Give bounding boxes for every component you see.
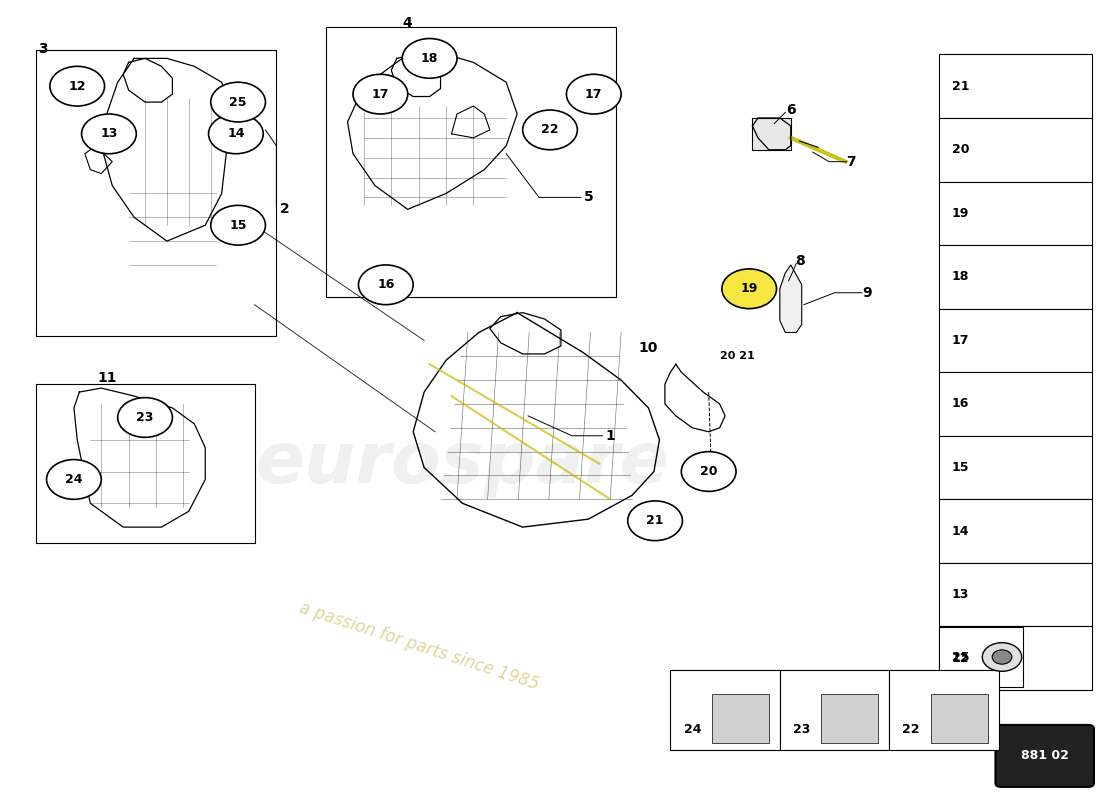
Bar <box>35 50 276 337</box>
Text: 12: 12 <box>68 80 86 93</box>
Text: 22: 22 <box>902 723 920 736</box>
Bar <box>780 670 889 750</box>
Circle shape <box>628 501 682 541</box>
Bar <box>889 670 999 750</box>
Text: 17: 17 <box>372 88 389 101</box>
Text: 21: 21 <box>647 514 663 527</box>
Circle shape <box>118 398 173 438</box>
Circle shape <box>81 114 136 154</box>
Text: 1: 1 <box>605 429 615 442</box>
Bar <box>938 563 1091 626</box>
Text: 25: 25 <box>229 95 246 109</box>
Text: 5: 5 <box>583 190 593 205</box>
Text: 12: 12 <box>952 652 969 665</box>
Text: 2: 2 <box>280 202 290 216</box>
Bar <box>938 309 1091 372</box>
Text: 11: 11 <box>97 370 117 385</box>
Bar <box>938 245 1091 309</box>
Text: 7: 7 <box>846 154 856 169</box>
Text: 23: 23 <box>136 411 154 424</box>
Bar <box>938 182 1091 245</box>
Text: 16: 16 <box>377 278 395 291</box>
Text: 6: 6 <box>786 103 795 117</box>
FancyBboxPatch shape <box>996 725 1093 787</box>
Bar <box>670 670 780 750</box>
Circle shape <box>211 82 265 122</box>
Text: 3: 3 <box>39 42 48 56</box>
Text: 17: 17 <box>952 334 969 347</box>
Text: 15: 15 <box>952 461 969 474</box>
Text: 25: 25 <box>952 650 969 663</box>
Text: 18: 18 <box>952 270 969 283</box>
Circle shape <box>209 114 263 154</box>
Circle shape <box>353 74 408 114</box>
Circle shape <box>211 206 265 245</box>
Text: 13: 13 <box>100 127 118 140</box>
Circle shape <box>681 452 736 491</box>
Bar <box>931 694 988 743</box>
Text: 9: 9 <box>862 286 872 300</box>
Circle shape <box>403 38 456 78</box>
Circle shape <box>522 110 578 150</box>
Text: 22: 22 <box>541 123 559 136</box>
Text: 14: 14 <box>952 525 969 538</box>
Polygon shape <box>780 265 802 333</box>
Bar <box>938 626 1091 690</box>
Bar <box>938 499 1091 563</box>
Circle shape <box>50 66 104 106</box>
Text: 20: 20 <box>700 465 717 478</box>
Text: 19: 19 <box>740 282 758 295</box>
Circle shape <box>992 650 1012 664</box>
Bar <box>35 384 254 543</box>
Bar <box>938 118 1091 182</box>
Text: 20 21: 20 21 <box>719 351 755 362</box>
Circle shape <box>722 269 777 309</box>
Circle shape <box>566 74 621 114</box>
Text: 17: 17 <box>585 88 603 101</box>
Text: 16: 16 <box>952 398 969 410</box>
Circle shape <box>982 642 1022 671</box>
Bar <box>326 26 616 297</box>
Text: 24: 24 <box>65 473 82 486</box>
Bar <box>752 118 791 150</box>
Text: eurospare: eurospare <box>255 429 669 498</box>
Text: 18: 18 <box>421 52 438 65</box>
Bar <box>938 372 1091 436</box>
Text: 881 02: 881 02 <box>1021 750 1068 762</box>
Bar <box>712 694 769 743</box>
Circle shape <box>359 265 414 305</box>
Text: 21: 21 <box>952 80 969 93</box>
Text: a passion for parts since 1985: a passion for parts since 1985 <box>297 599 541 694</box>
Bar <box>938 627 1023 686</box>
Text: 15: 15 <box>229 218 246 232</box>
Circle shape <box>46 459 101 499</box>
Bar <box>822 694 878 743</box>
Text: 10: 10 <box>639 342 658 355</box>
Text: 20: 20 <box>952 143 969 156</box>
Text: 13: 13 <box>952 588 969 601</box>
Text: 4: 4 <box>403 16 412 30</box>
Text: 14: 14 <box>227 127 244 140</box>
Bar <box>938 54 1091 118</box>
Text: 24: 24 <box>683 723 701 736</box>
Text: 19: 19 <box>952 207 969 220</box>
Bar <box>938 436 1091 499</box>
Text: 8: 8 <box>794 254 804 268</box>
Text: 23: 23 <box>793 723 811 736</box>
